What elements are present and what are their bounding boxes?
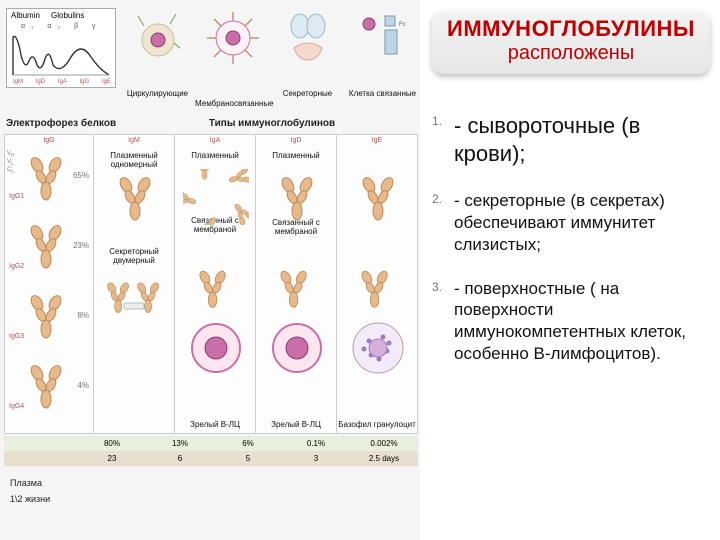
section-labels: Электрофорез белков Типы иммуноглобулино… [6, 118, 416, 129]
ep-title: Albumin Globulins [7, 9, 115, 22]
ab-igm-dimer [102, 273, 168, 333]
tc-1-1: 23 [78, 451, 146, 466]
tc-0-4: 0.1% [282, 436, 350, 451]
footer-l1: Плазма [10, 475, 50, 491]
ep-lbl-3: IgG [80, 79, 90, 85]
table-row-1: 23 6 5 3 2.5 days [4, 451, 418, 466]
n3: IgG4 [9, 403, 24, 410]
c2-bot: Зрелый В-ЛЦ [175, 420, 255, 429]
ab-ige [355, 175, 401, 223]
ep-title-left: Albumin [11, 11, 40, 20]
ab-igg3 [23, 293, 69, 341]
c4-bot: Базофил гранулоцит [337, 420, 417, 429]
top-cell-0: Циркулирующие [120, 8, 195, 98]
tc-1-0 [4, 451, 78, 466]
section-left: Электрофорез белков [6, 118, 116, 129]
ab-igd [274, 175, 320, 223]
tc-0-2: 13% [146, 436, 214, 451]
ab-igd-mem [274, 269, 320, 309]
pct-1: 23% [73, 241, 89, 250]
ab-igg2 [23, 223, 69, 271]
top-cell-3: Fc Клетка связанные [345, 8, 420, 98]
ab-iga-penta [183, 169, 249, 225]
ig-hdr-0: IgG [5, 135, 93, 147]
c3-bot: Зрелый В-ЛЦ [256, 420, 336, 429]
header-pill: ИММУНОГЛОБУЛИНЫ расположены [432, 10, 710, 74]
cell-igd [270, 321, 324, 375]
electrophoresis-box: Albumin Globulins α₁ α₂ β γ IgM IgD IgA … [6, 8, 116, 88]
ep-lbl-2: IgA [58, 79, 67, 85]
top-cell-1: Мембраносвязанные [195, 8, 270, 98]
c2-top: Плазменный [175, 151, 255, 160]
ig-col-4: IgE Базофил гранулоцит [336, 135, 417, 433]
top-cell-2: Секреторные [270, 8, 345, 98]
tc-0-3: 6% [214, 436, 282, 451]
section-right: Типы иммуноглобулинов [209, 118, 335, 129]
ab-igg1 [23, 155, 69, 203]
ab-igm-mono [112, 175, 158, 223]
tc-0-1: 80% [78, 436, 146, 451]
ig-col-3: IgD Плазменный Связанный с мембраной Зре… [255, 135, 336, 433]
n1: IgG2 [9, 263, 24, 270]
txt-1: - секреторные (в секретах) обеспечивают … [454, 191, 665, 254]
ig-col-1: IgM Плазменный одномерный Секреторный дв… [93, 135, 174, 433]
ig-hdr-2: IgA [175, 135, 255, 147]
tc-0-5: 0.002% [350, 436, 418, 451]
n0: IgG1 [9, 193, 24, 200]
top-lbl-1: Мембраносвязанные [195, 99, 270, 108]
ep-title-right: Globulins [51, 11, 84, 20]
tc-1-4: 3 [282, 451, 350, 466]
pct-0: 65% [73, 171, 89, 180]
top-lbl-3: Клетка связанные [345, 89, 420, 98]
ig-col-0: IgG VHVLCL 65% IgG1 23% IgG2 8% IgG3 4% … [5, 135, 93, 433]
txt-0: - сывороточные (в крови); [454, 113, 640, 166]
top-illustration-row: Циркулирующие Мембраносвязанные С [120, 8, 420, 98]
tc-1-5: 2.5 days [350, 451, 418, 466]
svg-text:Fc: Fc [399, 22, 406, 28]
pct-2: 8% [77, 311, 89, 320]
location-list: 1. - сывороточные (в крови); 2. - секрет… [432, 112, 710, 387]
header-line1: ИММУНОГЛОБУЛИНЫ [432, 16, 710, 42]
footer-l2: 1\2 жизни [10, 491, 50, 507]
c1-mid: Секреторный двумерный [94, 247, 174, 265]
left-diagram-panel: Albumin Globulins α₁ α₂ β γ IgM IgD IgA … [0, 0, 420, 540]
header-line2: расположены [432, 42, 710, 65]
num-2: 3. [432, 280, 442, 295]
c3-top: Плазменный [256, 151, 336, 160]
ig-hdr-3: IgD [256, 135, 336, 147]
ab-iga-mem [193, 269, 239, 309]
cell-iga [189, 321, 243, 375]
list-item-2: 3. - поверхностные ( на поверхности имму… [432, 278, 710, 365]
ab-ige2 [355, 269, 401, 309]
cell-ige [349, 319, 407, 377]
ep-greek: α₁ α₂ β γ [21, 23, 102, 30]
tc-0-0 [4, 436, 78, 451]
ep-bottom-labels: IgM IgD IgA IgG IgE [13, 79, 111, 85]
top-lbl-2: Секреторные [270, 89, 345, 98]
stats-table: 80% 13% 6% 0.1% 0.002% 23 6 5 3 2.5 days [4, 436, 418, 466]
ep-lbl-4: IgE [102, 79, 111, 85]
txt-2: - поверхностные ( на поверхности иммунок… [454, 279, 686, 363]
ig-col-2: IgA Плазменный Связанный с мембраной [174, 135, 255, 433]
n2: IgG3 [9, 333, 24, 340]
ep-curve [11, 31, 111, 77]
c1-top: Плазменный одномерный [94, 151, 174, 169]
ep-lbl-0: IgM [13, 79, 23, 85]
table-row-0: 80% 13% 6% 0.1% 0.002% [4, 436, 418, 451]
pct-3: 4% [77, 381, 89, 390]
ig-grid: IgG VHVLCL 65% IgG1 23% IgG2 8% IgG3 4% … [4, 134, 418, 434]
list-item-1: 2. - секреторные (в секретах) обеспечива… [432, 190, 710, 255]
ab-igg4 [23, 363, 69, 411]
tc-1-3: 5 [214, 451, 282, 466]
ig-hdr-4: IgE [337, 135, 417, 147]
ig-hdr-1: IgM [94, 135, 174, 147]
tc-1-2: 6 [146, 451, 214, 466]
footer-labels: Плазма 1\2 жизни [10, 475, 50, 507]
num-1: 2. [432, 192, 442, 207]
list-item-0: 1. - сывороточные (в крови); [432, 112, 710, 168]
num-0: 1. [432, 114, 442, 129]
top-lbl-0: Циркулирующие [120, 89, 195, 98]
ep-lbl-1: IgD [36, 79, 45, 85]
